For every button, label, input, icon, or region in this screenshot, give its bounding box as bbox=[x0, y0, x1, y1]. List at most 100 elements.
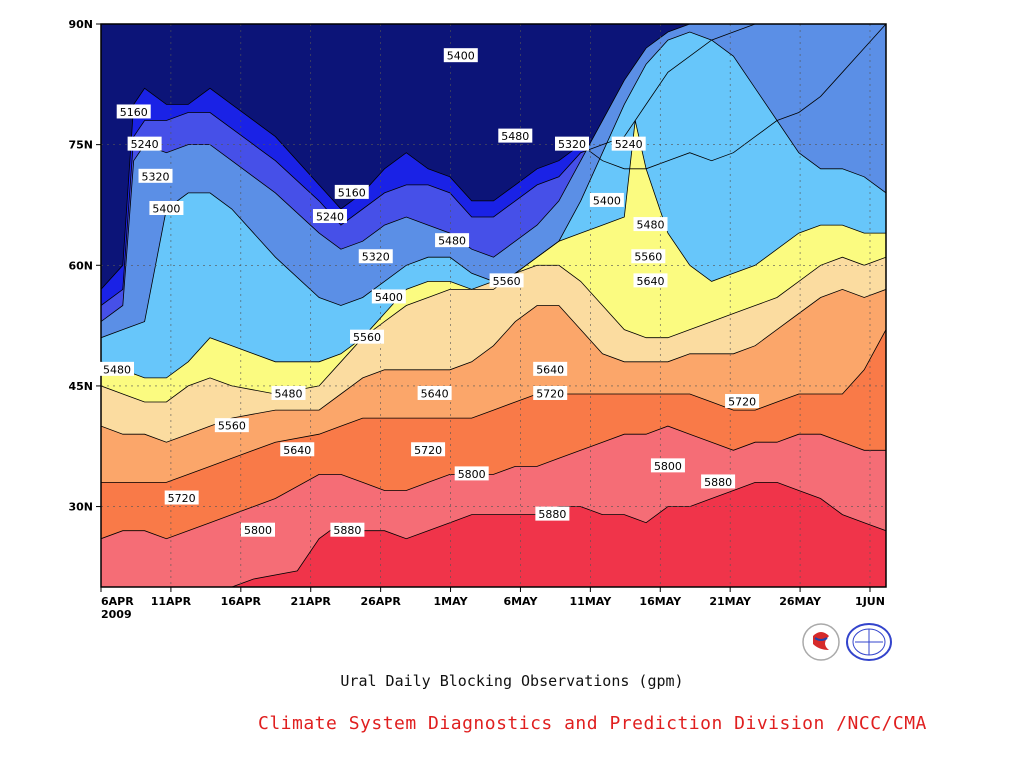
contour-label-bg bbox=[214, 418, 249, 433]
chart-title: Ural Daily Blocking Observations (gpm) bbox=[340, 672, 684, 690]
contour-label-5240: 5240 bbox=[127, 136, 162, 151]
contour-label-bg bbox=[454, 466, 489, 481]
contour-label-text: 5560 bbox=[218, 420, 246, 433]
ncc-logo-icon bbox=[845, 622, 893, 662]
contour-label-5640: 5640 bbox=[633, 273, 668, 288]
contour-label-bg bbox=[443, 48, 478, 63]
credit-line: Climate System Diagnostics and Predictio… bbox=[258, 713, 927, 734]
contour-label-text: 5800 bbox=[654, 460, 682, 473]
contour-label-5160: 5160 bbox=[334, 184, 369, 199]
contour-label-5720: 5720 bbox=[533, 385, 568, 400]
y-tick-label: 90N bbox=[68, 18, 93, 31]
contour-label-text: 5320 bbox=[558, 138, 586, 151]
contour-label-5480: 5480 bbox=[498, 128, 533, 143]
contour-label-text: 5480 bbox=[501, 130, 529, 143]
contour-label-bg bbox=[631, 249, 666, 264]
contour-label-text: 5720 bbox=[536, 387, 564, 400]
contour-label-5480: 5480 bbox=[100, 361, 134, 376]
contour-label-text: 5320 bbox=[362, 251, 390, 264]
contour-label-5640: 5640 bbox=[280, 442, 315, 457]
contour-label-text: 5480 bbox=[637, 219, 665, 232]
contour-label-bg bbox=[116, 104, 151, 119]
contour-line-5480 bbox=[101, 120, 886, 379]
contour-label-5240: 5240 bbox=[312, 209, 347, 224]
contour-label-text: 5640 bbox=[283, 444, 311, 457]
contour-label-bg bbox=[417, 385, 452, 400]
contour-label-text: 5240 bbox=[615, 138, 643, 151]
contour-label-5640: 5640 bbox=[417, 385, 452, 400]
contour-label-text: 5240 bbox=[316, 211, 344, 224]
contour-label-text: 5880 bbox=[333, 524, 361, 537]
contour-label-bg bbox=[100, 361, 134, 376]
contour-label-5400: 5400 bbox=[149, 200, 184, 215]
contour-line-5320 bbox=[101, 24, 690, 322]
contour-label-5160: 5160 bbox=[116, 104, 151, 119]
contour-label-5720: 5720 bbox=[725, 394, 760, 409]
contour-line-5800 bbox=[101, 425, 886, 540]
contour-label-5400: 5400 bbox=[589, 192, 624, 207]
contour-label-text: 5160 bbox=[120, 106, 148, 119]
contour-label-5480: 5480 bbox=[271, 385, 306, 400]
contour-label-bg bbox=[138, 168, 173, 183]
contour-line-5240 bbox=[101, 24, 756, 306]
y-tick-label: 75N bbox=[68, 139, 93, 152]
contour-label-text: 5800 bbox=[458, 468, 486, 481]
contour-label-bg bbox=[358, 249, 393, 264]
contour-label-text: 5560 bbox=[634, 251, 662, 264]
contour-label-5640: 5640 bbox=[533, 361, 568, 376]
contour-label-text: 5880 bbox=[704, 476, 732, 489]
x-year-label: 2009 bbox=[101, 608, 132, 621]
contour-line-5160 bbox=[101, 24, 886, 290]
contour-line-5560 bbox=[101, 256, 886, 403]
contour-label-bg bbox=[371, 289, 406, 304]
contour-label-text: 5400 bbox=[593, 194, 621, 207]
contour-lines bbox=[101, 24, 886, 587]
plot-frame bbox=[100, 23, 887, 588]
contour-label-text: 5800 bbox=[244, 524, 272, 537]
contour-label-bg bbox=[334, 184, 369, 199]
contour-label-text: 5560 bbox=[353, 331, 381, 344]
contour-label-5880: 5880 bbox=[701, 474, 736, 489]
contour-label-bg bbox=[633, 217, 668, 232]
x-tick-label: 1MAY bbox=[434, 595, 469, 608]
contour-label-5880: 5880 bbox=[535, 506, 570, 521]
contour-label-bg bbox=[650, 458, 685, 473]
contour-label-text: 5720 bbox=[168, 492, 196, 505]
contour-label-bg bbox=[271, 385, 306, 400]
contour-label-bg bbox=[498, 128, 533, 143]
y-tick-label: 30N bbox=[68, 501, 93, 514]
contour-label-text: 5160 bbox=[338, 186, 366, 199]
contour-label-text: 5480 bbox=[275, 387, 303, 400]
contour-label-5320: 5320 bbox=[555, 136, 589, 151]
contour-label-bg bbox=[241, 522, 275, 537]
contour-labels: 5160 5240 5320 5400 5160 5240 5320 5400 5400 5480… bbox=[100, 48, 760, 537]
contour-label-bg bbox=[633, 273, 668, 288]
contour-label-bg bbox=[701, 474, 736, 489]
contour-label-bg bbox=[330, 522, 365, 537]
contour-label-5240: 5240 bbox=[611, 136, 646, 151]
x-tick-label: 21MAY bbox=[709, 595, 752, 608]
band-above-5880 bbox=[231, 482, 886, 587]
contour-label-bg bbox=[589, 192, 624, 207]
contour-label-bg bbox=[611, 136, 646, 151]
y-tick-label: 60N bbox=[68, 259, 93, 272]
contour-label-bg bbox=[312, 209, 347, 224]
contour-label-text: 5560 bbox=[493, 275, 521, 288]
contour-label-5480: 5480 bbox=[435, 233, 470, 248]
contour-label-bg bbox=[489, 273, 524, 288]
contour-label-5320: 5320 bbox=[358, 249, 393, 264]
contour-label-5320: 5320 bbox=[138, 168, 173, 183]
contour-label-text: 5640 bbox=[536, 363, 564, 376]
contour-label-text: 5400 bbox=[152, 202, 180, 215]
x-tick-label: 11APR bbox=[151, 595, 192, 608]
contour-label-bg bbox=[350, 329, 385, 344]
x-tick-label: 6APR bbox=[101, 595, 134, 608]
contour-label-bg bbox=[533, 361, 568, 376]
contour-label-5400: 5400 bbox=[371, 289, 406, 304]
contour-label-5560: 5560 bbox=[489, 273, 524, 288]
x-tick-label: 26MAY bbox=[779, 595, 822, 608]
contour-label-5800: 5800 bbox=[650, 458, 685, 473]
contour-label-text: 5400 bbox=[375, 291, 403, 304]
contour-label-text: 5320 bbox=[142, 170, 170, 183]
contour-label-5720: 5720 bbox=[411, 442, 446, 457]
